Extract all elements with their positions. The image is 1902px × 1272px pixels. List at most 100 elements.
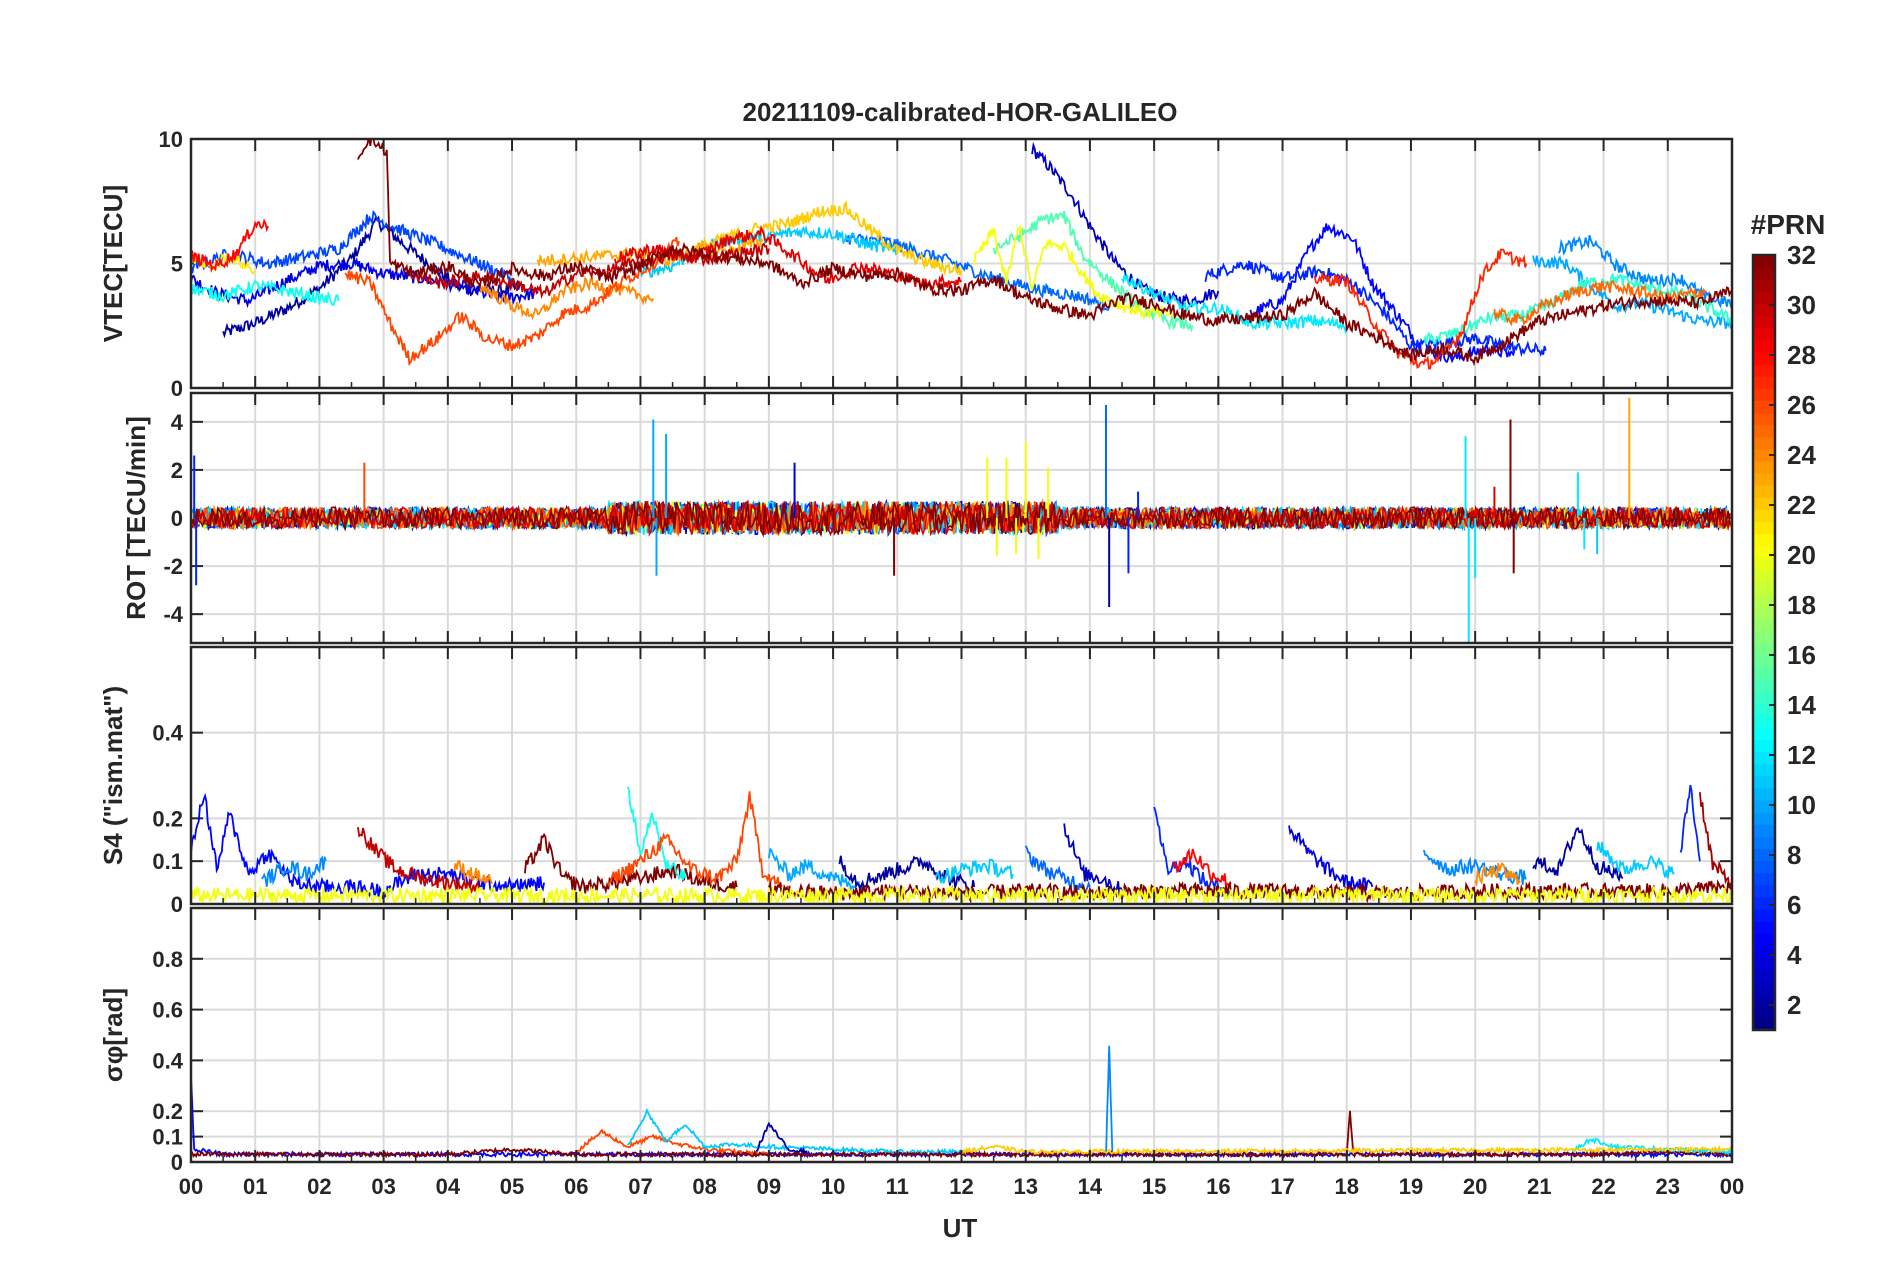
colorbar-segment — [1753, 255, 1775, 268]
x-tick-label: 17 — [1270, 1174, 1294, 1199]
panel-1: 0 5 10 VTEC[TECU] — [98, 127, 1734, 401]
colorbar-tick-label: 32 — [1787, 240, 1816, 270]
x-tick-label: 02 — [307, 1174, 331, 1199]
x-tick-label: 05 — [500, 1174, 524, 1199]
series-prn-11 — [934, 858, 1014, 885]
y-axis-label: S4 ("ism.mat") — [98, 686, 128, 865]
x-tick-label: 21 — [1527, 1174, 1551, 1199]
x-tick-label: 19 — [1399, 1174, 1423, 1199]
x-tick-label: 10 — [821, 1174, 845, 1199]
colorbar-segment — [1753, 315, 1775, 329]
x-tick-label: 15 — [1142, 1174, 1166, 1199]
colorbar-segment — [1753, 533, 1775, 547]
y-tick-label: -4 — [163, 602, 183, 627]
colorbar-segment — [1753, 509, 1775, 523]
colorbar-tick-label: 2 — [1787, 990, 1801, 1020]
y-tick-label: 5 — [171, 252, 183, 277]
y-tick-label: 0 — [171, 376, 183, 401]
colorbar-segment — [1753, 436, 1775, 450]
plot-frame — [189, 391, 1734, 645]
series-prn-10 — [768, 847, 866, 896]
series-prn-2 — [838, 855, 976, 896]
data-layer — [191, 139, 1732, 370]
series-prn-28 — [191, 218, 269, 273]
series-prn-32 — [768, 879, 1732, 904]
data-layer — [191, 397, 1731, 643]
colorbar-segment — [1753, 557, 1775, 571]
y-tick-label: 0.4 — [152, 721, 183, 746]
x-tick-label: 18 — [1335, 1174, 1359, 1199]
colorbar-tick-label: 24 — [1787, 440, 1816, 470]
colorbar-segment — [1753, 303, 1775, 317]
plot-frame — [189, 137, 1734, 390]
colorbar-segment — [1753, 618, 1775, 631]
x-tick-label: 16 — [1206, 1174, 1230, 1199]
series-prn-9 — [1105, 1045, 1114, 1157]
colorbar-segment — [1753, 836, 1775, 849]
x-tick-label: 04 — [436, 1174, 461, 1199]
y-tick-label: 2 — [171, 458, 183, 483]
series-prn-22 — [691, 200, 963, 276]
colorbar-segment — [1753, 751, 1775, 765]
y-axis-label: ROT [TECU/min] — [121, 416, 151, 620]
series-prn-28 — [1172, 847, 1232, 891]
colorbar-segment — [1753, 969, 1775, 983]
colorbar-segment — [1753, 787, 1775, 801]
colorbar-tick-label: 10 — [1787, 790, 1816, 820]
colorbar-segment — [1753, 933, 1775, 946]
x-tick-label: 14 — [1078, 1174, 1103, 1199]
series-prn-3 — [1063, 823, 1123, 897]
colorbar-tick-label: 4 — [1787, 940, 1802, 970]
series-prn-32 — [357, 139, 1732, 367]
colorbar-segment — [1753, 799, 1775, 813]
colorbar-segment — [1753, 945, 1775, 958]
series-prn-30 — [357, 826, 481, 894]
colorbar-segment — [1753, 545, 1775, 559]
colorbar-tick-label: 14 — [1787, 690, 1816, 720]
series-prn-26 — [575, 1128, 770, 1158]
colorbar-segment — [1753, 594, 1775, 607]
colorbar-tick-label: 18 — [1787, 590, 1816, 620]
colorbar-segment — [1753, 848, 1775, 862]
series-prn-24 — [453, 859, 493, 884]
colorbar-segment — [1753, 267, 1775, 280]
colorbar-segment — [1753, 981, 1775, 995]
colorbar-segment — [1753, 642, 1775, 656]
x-tick-label: 06 — [564, 1174, 588, 1199]
colorbar-segment — [1753, 363, 1775, 377]
series-prn-8 — [845, 232, 1111, 312]
colorbar-segment — [1753, 654, 1775, 668]
rot-series-prn-32 — [191, 500, 1731, 538]
series-prn-26 — [607, 791, 783, 889]
colorbar-tick-label: 30 — [1787, 290, 1816, 320]
x-tick-label: 13 — [1013, 1174, 1037, 1199]
x-tick-label: 20 — [1463, 1174, 1487, 1199]
x-tick-label: 03 — [371, 1174, 395, 1199]
colorbar-tick-label: 8 — [1787, 840, 1801, 870]
colorbar-segment — [1753, 400, 1775, 414]
colorbar-segment — [1753, 775, 1775, 789]
y-tick-label: 0.1 — [152, 1125, 183, 1150]
y-tick-label: 0.2 — [152, 1099, 183, 1124]
series-prn-32 — [524, 832, 738, 895]
colorbar-tick-label: 26 — [1787, 390, 1816, 420]
colorbar-segment — [1753, 812, 1775, 825]
y-tick-label: 0.1 — [152, 849, 183, 874]
colorbar-tick-label: 16 — [1787, 640, 1816, 670]
y-tick-label: 0.8 — [152, 947, 183, 972]
colorbar-title: #PRN — [1751, 209, 1826, 240]
series-prn-9 — [261, 855, 327, 887]
colorbar-segment — [1753, 884, 1775, 898]
x-tick-label: 22 — [1591, 1174, 1615, 1199]
series-prn-8 — [1024, 845, 1091, 895]
colorbar-segment — [1753, 448, 1775, 462]
series-prn-6 — [1204, 260, 1547, 358]
colorbar-segment — [1753, 291, 1775, 305]
colorbar-segment — [1753, 872, 1775, 886]
series-prn-13 — [191, 279, 340, 307]
colorbar-segment — [1753, 703, 1775, 716]
series-prn-11 — [626, 1107, 963, 1156]
series-prn-2 — [1532, 827, 1624, 883]
plot-frame — [189, 906, 1734, 1164]
